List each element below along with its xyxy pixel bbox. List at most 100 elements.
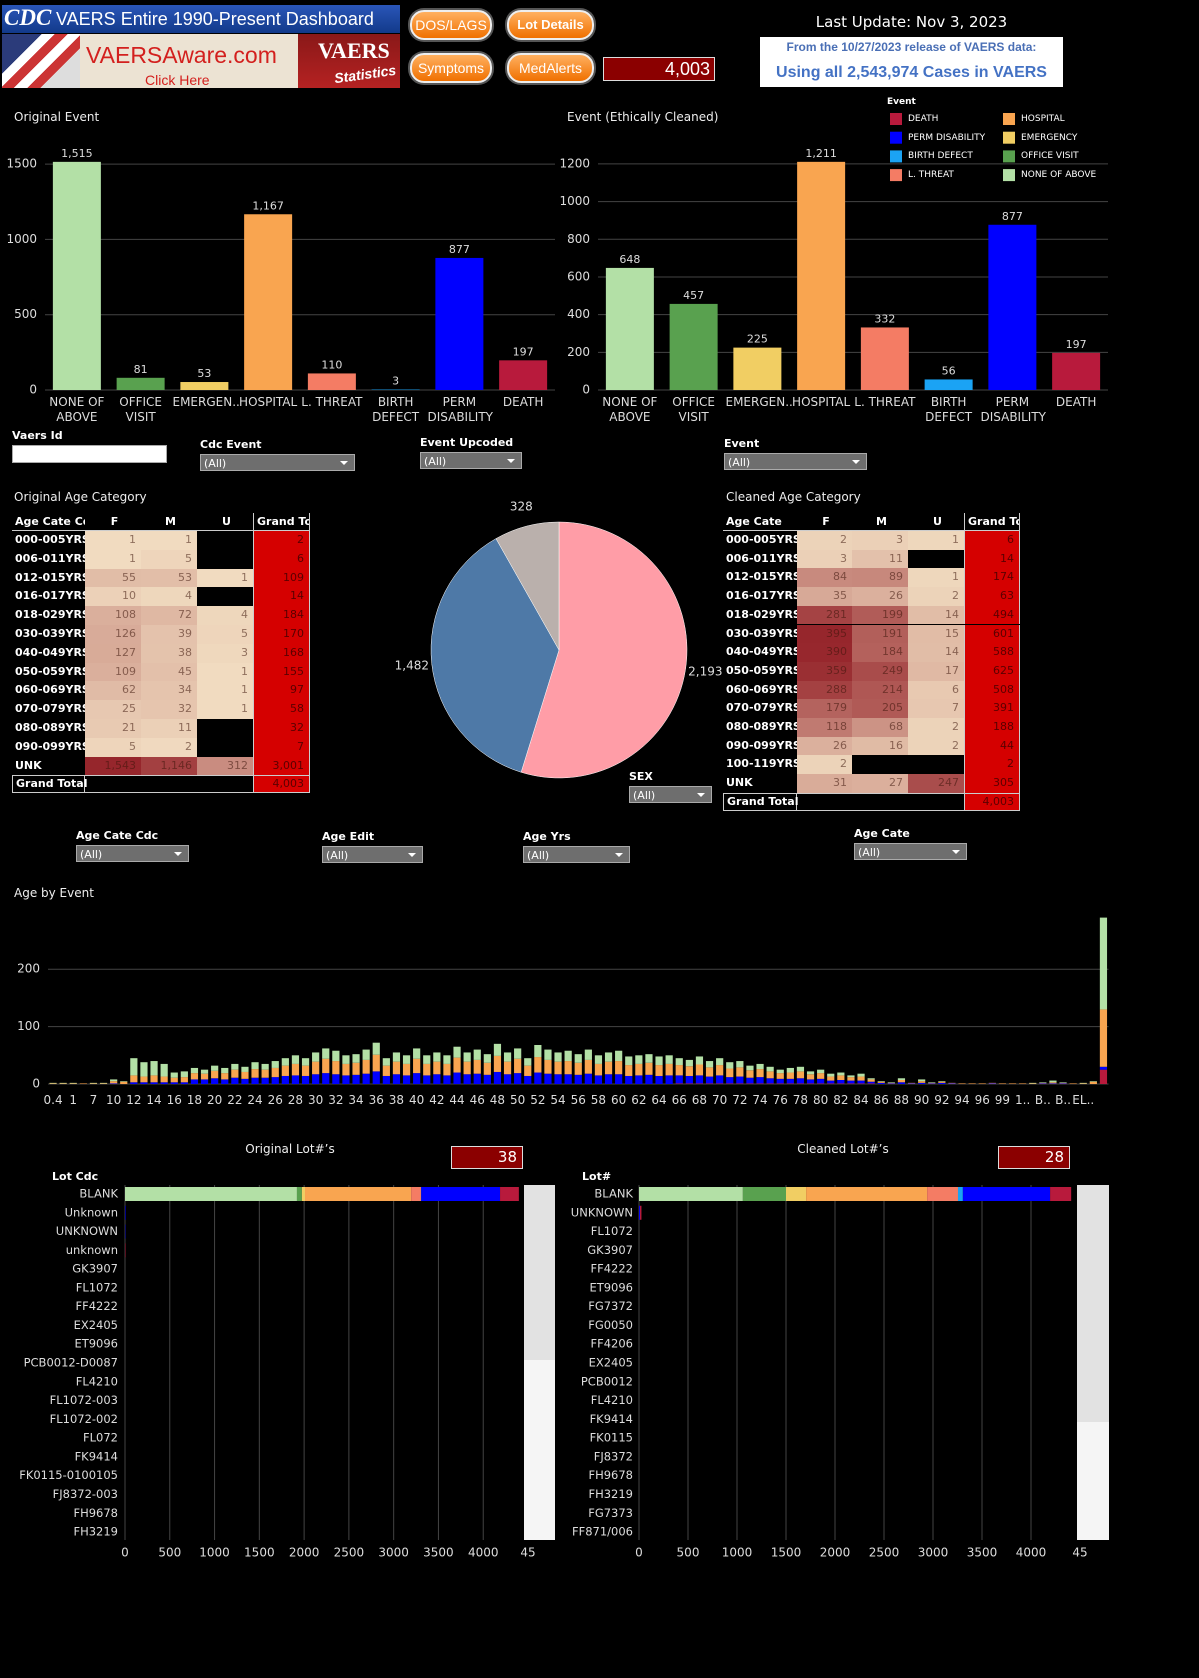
- table-cell: 2: [797, 755, 852, 775]
- bar: [797, 161, 846, 390]
- filter-dropdown[interactable]: (All): [200, 454, 355, 471]
- bar-segment: [241, 1078, 249, 1085]
- bar-segment: [140, 1082, 148, 1085]
- bar-segment: [130, 1082, 138, 1085]
- bar-segment: [382, 1065, 390, 1076]
- bar-segment: [180, 1077, 188, 1083]
- nav-button[interactable]: Lot Details: [507, 10, 594, 40]
- table-cell: 2: [253, 531, 310, 550]
- x-tick-label: 45: [1072, 1546, 1087, 1560]
- table-cell: 2: [908, 736, 964, 756]
- x-tick-label: L. THREAT: [854, 395, 916, 409]
- bar-segment: [150, 1075, 158, 1083]
- table-cell: 184: [253, 606, 310, 625]
- filter-dropdown[interactable]: (All): [322, 846, 423, 863]
- table-cell: 11: [852, 549, 908, 569]
- y-tick-label: 0: [32, 1077, 40, 1091]
- bar-segment: [877, 1081, 885, 1083]
- scrollbar[interactable]: [1077, 1185, 1109, 1422]
- bar-segment: [806, 1079, 815, 1084]
- bar-segment: [170, 1082, 178, 1085]
- bar-segment: [402, 1063, 411, 1076]
- legend-swatch: [890, 113, 902, 125]
- bar-segment: [574, 1074, 582, 1085]
- filter-dropdown[interactable]: (All): [724, 453, 867, 470]
- scrollbar[interactable]: [524, 1185, 555, 1360]
- nav-button[interactable]: DOS/LAGS: [410, 10, 492, 40]
- y-tick-label: FH3219: [588, 1487, 633, 1501]
- table-cell: 1: [197, 568, 253, 588]
- site-banner[interactable]: [80, 34, 298, 88]
- x-tick-label: 1500: [244, 1546, 275, 1560]
- bar-segment: [473, 1059, 481, 1074]
- bar-segment: [639, 1187, 743, 1201]
- bar-segment: [675, 1075, 683, 1084]
- bar-segment: [524, 1065, 532, 1076]
- y-tick-label: FJ8372-003: [53, 1487, 118, 1501]
- scrollbar[interactable]: [524, 1360, 555, 1540]
- table-cell: 168: [253, 643, 310, 663]
- bar-segment: [140, 1076, 148, 1083]
- bar-segment: [817, 1083, 825, 1085]
- nav-button[interactable]: MedAlerts: [507, 53, 594, 83]
- bar-segment: [705, 1076, 714, 1084]
- x-tick-label: 0: [121, 1546, 129, 1560]
- row-label: UNK: [15, 758, 42, 772]
- table-cell: 174: [964, 568, 1020, 588]
- text-input[interactable]: [12, 445, 167, 463]
- filter-dropdown[interactable]: (All): [76, 845, 189, 862]
- table-cell: 15: [908, 624, 964, 644]
- filter-label: Event: [724, 437, 760, 450]
- x-tick-label: 18: [187, 1093, 202, 1107]
- x-tick-label: 92: [934, 1093, 949, 1107]
- row-label: 070-079YRS: [726, 701, 801, 715]
- bar-segment: [503, 1052, 512, 1062]
- filter-label: Event Upcoded: [420, 436, 514, 449]
- column-header: U: [908, 513, 964, 531]
- bar-segment: [160, 1076, 168, 1083]
- x-tick-label: DEATH: [502, 395, 544, 409]
- bar-segment: [928, 1083, 936, 1085]
- bar-segment: [392, 1074, 401, 1085]
- bar-segment: [574, 1054, 582, 1063]
- filter-dropdown[interactable]: (All): [629, 786, 712, 803]
- bar-segment: [604, 1061, 613, 1075]
- column-header: M: [141, 513, 197, 531]
- bar-segment: [1099, 1066, 1108, 1070]
- stats-logo-box[interactable]: [298, 34, 400, 88]
- value-label: 1,211: [805, 147, 837, 160]
- table-cell: 3,001: [253, 756, 310, 776]
- bar-segment: [281, 1065, 289, 1076]
- x-tick-label: 10: [106, 1093, 121, 1107]
- table-cell: 45: [141, 662, 197, 682]
- x-tick-label: 36: [369, 1093, 384, 1107]
- filter-label: Age Edit: [322, 830, 375, 843]
- bar-segment: [726, 1068, 734, 1078]
- y-tick-label: BLANK: [594, 1187, 633, 1201]
- bar-segment: [1029, 1082, 1037, 1084]
- site-link: Click Here: [145, 72, 210, 88]
- x-tick-label: 58: [591, 1093, 606, 1107]
- filter-dropdown[interactable]: (All): [420, 452, 522, 469]
- bar-segment: [312, 1074, 320, 1085]
- bar-segment: [928, 1082, 936, 1084]
- bar-segment: [443, 1075, 451, 1085]
- bar-segment: [756, 1077, 764, 1084]
- filter-dropdown[interactable]: (All): [854, 843, 967, 860]
- scrollbar[interactable]: [1077, 1422, 1109, 1540]
- bar-segment: [190, 1067, 199, 1074]
- table-cell: 11: [141, 719, 197, 738]
- bar-segment: [231, 1069, 239, 1078]
- table-cell: 3: [852, 531, 908, 550]
- filter-dropdown[interactable]: (All): [523, 846, 630, 863]
- nav-button[interactable]: Symptoms: [410, 53, 492, 83]
- legend-swatch: [890, 169, 902, 182]
- bar-segment: [756, 1069, 764, 1078]
- row-label: 040-049YRS: [15, 645, 90, 659]
- bar-segment: [847, 1075, 855, 1078]
- bar-segment: [296, 1187, 302, 1201]
- table-cell: 14: [253, 587, 310, 607]
- cdc-banner[interactable]: [2, 5, 400, 33]
- row-label: 090-099YRS: [726, 738, 801, 752]
- bar-segment: [645, 1054, 653, 1063]
